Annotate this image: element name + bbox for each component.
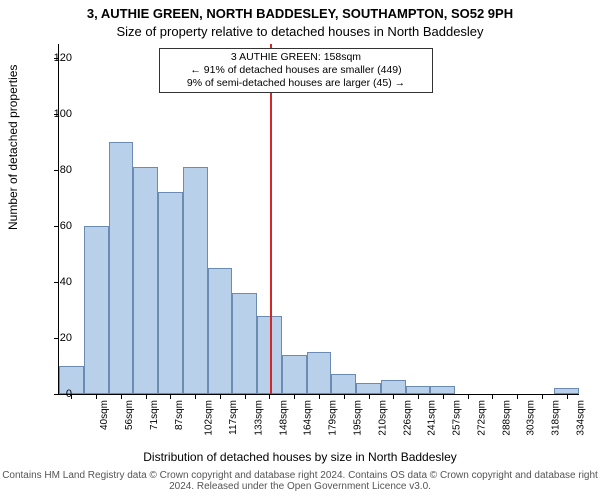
histogram-bar (84, 226, 109, 394)
histogram-bar (109, 142, 134, 394)
x-tick-label: 272sqm (476, 400, 487, 436)
x-tick-label: 102sqm (204, 400, 215, 436)
x-tick-label: 71sqm (149, 400, 160, 430)
x-tick-label: 303sqm (526, 400, 537, 436)
annotation-line-3: 9% of semi-detached houses are larger (4… (166, 77, 426, 90)
x-tick (517, 394, 518, 399)
x-tick-label: 133sqm (254, 400, 265, 436)
x-tick-label: 87sqm (174, 400, 185, 430)
x-tick-label: 164sqm (303, 400, 314, 436)
x-tick-label: 195sqm (353, 400, 364, 436)
attribution-text: Contains HM Land Registry data © Crown c… (0, 470, 600, 492)
x-tick-label: 318sqm (551, 400, 562, 436)
x-tick-label: 334sqm (575, 400, 586, 436)
annotation-box: 3 AUTHIE GREEN: 158sqm ← 91% of detached… (159, 48, 433, 93)
y-axis-label: Number of detached properties (6, 65, 20, 230)
x-tick (468, 394, 469, 399)
x-tick (418, 394, 419, 399)
histogram-bar (183, 167, 208, 394)
x-tick-label: 210sqm (377, 400, 388, 436)
x-tick-label: 56sqm (124, 400, 135, 430)
histogram-bar (381, 380, 406, 394)
x-tick (121, 394, 122, 399)
x-tick-label: 148sqm (278, 400, 289, 436)
annotation-line-2: ← 91% of detached houses are smaller (44… (166, 64, 426, 77)
y-tick-label: 60 (32, 220, 72, 232)
x-tick (319, 394, 320, 399)
y-tick-label: 40 (32, 276, 72, 288)
y-tick-label: 100 (32, 108, 72, 120)
chart-title-address: 3, AUTHIE GREEN, NORTH BADDESLEY, SOUTHA… (0, 6, 600, 21)
x-tick-label: 40sqm (99, 400, 110, 430)
y-tick-label: 20 (32, 332, 72, 344)
histogram-bar (307, 352, 332, 394)
x-tick (294, 394, 295, 399)
property-marker-line (270, 44, 272, 394)
histogram-bar (232, 293, 257, 394)
x-tick-label: 179sqm (328, 400, 339, 436)
histogram-bar (282, 355, 307, 394)
annotation-line-1: 3 AUTHIE GREEN: 158sqm (166, 51, 426, 64)
histogram-bar (356, 383, 381, 394)
x-tick (393, 394, 394, 399)
chart-container: 3, AUTHIE GREEN, NORTH BADDESLEY, SOUTHA… (0, 0, 600, 500)
x-tick-label: 288sqm (501, 400, 512, 436)
histogram-bar (208, 268, 233, 394)
x-tick (269, 394, 270, 399)
x-tick (369, 394, 370, 399)
x-tick (170, 394, 171, 399)
y-tick-label: 0 (32, 388, 72, 400)
y-tick-label: 120 (32, 52, 72, 64)
x-axis-label: Distribution of detached houses by size … (0, 450, 600, 464)
x-tick (344, 394, 345, 399)
x-tick-label: 117sqm (228, 400, 239, 435)
x-tick (146, 394, 147, 399)
x-tick (195, 394, 196, 399)
histogram-bar (133, 167, 158, 394)
x-tick-label: 257sqm (452, 400, 463, 436)
x-tick (567, 394, 568, 399)
x-tick (220, 394, 221, 399)
x-tick-label: 241sqm (427, 400, 438, 436)
plot-area: 3 AUTHIE GREEN: 158sqm ← 91% of detached… (58, 44, 579, 395)
histogram-bar (406, 386, 431, 394)
chart-subtitle: Size of property relative to detached ho… (0, 24, 600, 39)
x-tick (492, 394, 493, 399)
y-tick-label: 80 (32, 164, 72, 176)
histogram-bar (430, 386, 455, 394)
histogram-bar (331, 374, 356, 394)
x-tick (245, 394, 246, 399)
x-tick-label: 226sqm (402, 400, 413, 436)
x-tick (96, 394, 97, 399)
histogram-bar (158, 192, 183, 394)
x-tick (542, 394, 543, 399)
x-tick (443, 394, 444, 399)
